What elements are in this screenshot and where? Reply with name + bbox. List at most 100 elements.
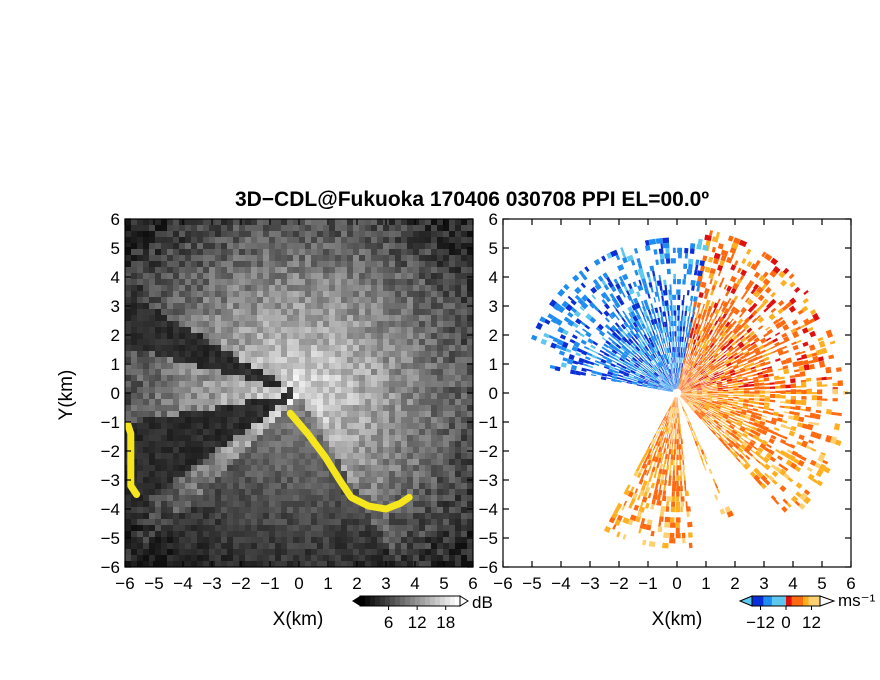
intensity-cell xyxy=(449,405,456,412)
velocity-cell xyxy=(687,353,690,359)
intensity-cell xyxy=(437,387,444,394)
intensity-cell xyxy=(197,225,204,232)
velocity-cell xyxy=(699,379,705,383)
intensity-cell xyxy=(335,333,342,340)
velocity-cell xyxy=(673,310,677,316)
intensity-cell xyxy=(383,417,390,424)
velocity-cell xyxy=(625,334,631,340)
intensity-cell xyxy=(263,219,270,226)
velocity-cell xyxy=(725,374,731,378)
intensity-cell xyxy=(203,267,210,274)
intensity-cell xyxy=(461,561,468,568)
intensity-cell xyxy=(311,297,318,304)
intensity-cell xyxy=(305,327,312,334)
intensity-cell xyxy=(251,225,258,232)
intensity-cell xyxy=(281,561,288,568)
intensity-cell xyxy=(125,339,132,346)
intensity-cell xyxy=(395,297,402,304)
velocity-cell xyxy=(759,382,765,386)
intensity-cell xyxy=(239,309,246,316)
intensity-cell xyxy=(431,435,438,442)
intensity-cell xyxy=(335,423,342,430)
intensity-cell xyxy=(467,423,474,430)
velocity-cell xyxy=(677,373,679,379)
intensity-cell xyxy=(443,303,450,310)
velocity-cell xyxy=(650,342,655,348)
intensity-cell xyxy=(215,411,222,418)
intensity-cell xyxy=(281,459,288,466)
velocity-cell xyxy=(639,374,646,378)
intensity-colorbar-swatch xyxy=(370,596,376,606)
intensity-cell xyxy=(449,219,456,226)
intensity-cell xyxy=(209,525,216,532)
velocity-cell xyxy=(649,265,655,272)
intensity-cell xyxy=(317,285,324,292)
velocity-cell xyxy=(647,356,652,362)
intensity-cell xyxy=(137,555,144,562)
intensity-cell xyxy=(191,513,198,520)
intensity-cell xyxy=(203,489,210,496)
intensity-cell xyxy=(395,273,402,280)
intensity-cell xyxy=(371,387,378,394)
intensity-cell xyxy=(281,357,288,364)
intensity-cell xyxy=(245,441,252,448)
intensity-x-tick-label: −4 xyxy=(173,574,192,593)
intensity-cell xyxy=(221,423,228,430)
intensity-cell xyxy=(131,417,138,424)
intensity-cell xyxy=(311,387,318,394)
velocity-cell xyxy=(642,305,647,312)
intensity-cell xyxy=(227,537,234,544)
intensity-cell xyxy=(395,543,402,550)
intensity-cell xyxy=(269,327,276,334)
velocity-cell xyxy=(750,288,756,295)
velocity-cell xyxy=(797,309,804,315)
velocity-cell xyxy=(553,302,561,311)
intensity-cell xyxy=(197,237,204,244)
velocity-cell xyxy=(765,347,771,352)
velocity-cell xyxy=(697,275,703,282)
intensity-cell xyxy=(425,471,432,478)
intensity-cell xyxy=(233,273,240,280)
intensity-cell xyxy=(257,513,264,520)
intensity-cell xyxy=(383,309,390,316)
velocity-cell xyxy=(805,377,812,382)
intensity-cell xyxy=(365,351,372,358)
velocity-cell xyxy=(747,374,753,378)
intensity-cell xyxy=(251,519,258,526)
intensity-cell xyxy=(455,435,462,442)
intensity-cell xyxy=(275,369,282,376)
velocity-cell xyxy=(700,355,706,361)
intensity-cell xyxy=(425,339,432,346)
velocity-cell xyxy=(696,373,702,378)
intensity-cell xyxy=(179,393,186,400)
velocity-cell xyxy=(679,384,683,390)
velocity-cell xyxy=(674,378,676,384)
intensity-cell xyxy=(467,309,474,316)
intensity-cell xyxy=(245,357,252,364)
intensity-cell xyxy=(317,477,324,484)
intensity-cell xyxy=(413,495,420,502)
intensity-cell xyxy=(371,249,378,256)
intensity-cell xyxy=(125,561,132,568)
intensity-cell xyxy=(377,429,384,436)
intensity-cell xyxy=(377,393,384,400)
intensity-cell xyxy=(257,531,264,538)
intensity-cell xyxy=(293,543,300,550)
intensity-cell xyxy=(281,477,288,484)
intensity-cell xyxy=(209,273,216,280)
velocity-cell xyxy=(625,348,632,354)
intensity-cell xyxy=(317,255,324,262)
velocity-cell xyxy=(666,364,670,370)
velocity-cell xyxy=(663,386,669,389)
intensity-cell xyxy=(263,279,270,286)
intensity-cell xyxy=(461,255,468,262)
intensity-cell xyxy=(395,561,402,568)
intensity-cell xyxy=(443,399,450,406)
intensity-cell xyxy=(287,393,294,400)
intensity-cell xyxy=(209,315,216,322)
intensity-cell xyxy=(443,381,450,388)
intensity-cell xyxy=(191,255,198,262)
velocity-cell xyxy=(766,367,773,373)
intensity-cell xyxy=(323,393,330,400)
intensity-cell xyxy=(155,519,162,526)
